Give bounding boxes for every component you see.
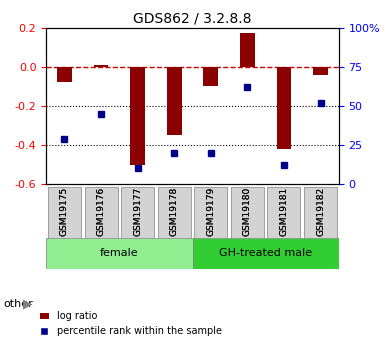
Text: female: female	[100, 248, 139, 258]
Text: GSM19177: GSM19177	[133, 186, 142, 236]
FancyBboxPatch shape	[194, 187, 227, 238]
FancyBboxPatch shape	[46, 238, 192, 269]
Text: GSM19178: GSM19178	[170, 186, 179, 236]
FancyBboxPatch shape	[48, 187, 81, 238]
Text: GH-treated male: GH-treated male	[219, 248, 312, 258]
Text: GSM19180: GSM19180	[243, 186, 252, 236]
Text: GSM19175: GSM19175	[60, 187, 69, 236]
FancyBboxPatch shape	[304, 187, 337, 238]
Text: GSM19182: GSM19182	[316, 186, 325, 236]
Legend: log ratio, percentile rank within the sample: log ratio, percentile rank within the sa…	[36, 307, 226, 340]
Text: GSM19181: GSM19181	[280, 186, 288, 236]
FancyBboxPatch shape	[268, 187, 300, 238]
Bar	[313, 67, 328, 75]
Text: GSM19178: GSM19178	[170, 187, 179, 236]
FancyBboxPatch shape	[231, 187, 264, 238]
Bar	[57, 67, 72, 82]
Text: ▶: ▶	[23, 297, 33, 310]
Text: GSM19179: GSM19179	[206, 187, 215, 236]
Text: other: other	[4, 299, 33, 308]
FancyBboxPatch shape	[121, 187, 154, 238]
Bar	[167, 67, 181, 135]
FancyBboxPatch shape	[192, 238, 339, 269]
Bar	[240, 33, 255, 67]
Text: GSM19180: GSM19180	[243, 187, 252, 236]
Text: GSM19179: GSM19179	[206, 186, 215, 236]
Title: GDS862 / 3.2.8.8: GDS862 / 3.2.8.8	[133, 11, 252, 25]
Text: GSM19176: GSM19176	[97, 187, 105, 236]
Bar	[204, 67, 218, 86]
Bar	[276, 67, 291, 149]
FancyBboxPatch shape	[158, 187, 191, 238]
Text: GSM19175: GSM19175	[60, 186, 69, 236]
FancyBboxPatch shape	[85, 187, 117, 238]
Text: GSM19182: GSM19182	[316, 187, 325, 236]
Text: GSM19177: GSM19177	[133, 187, 142, 236]
Bar	[130, 67, 145, 165]
Text: GSM19176: GSM19176	[97, 186, 105, 236]
Text: GSM19181: GSM19181	[280, 187, 288, 236]
Bar	[94, 65, 109, 67]
